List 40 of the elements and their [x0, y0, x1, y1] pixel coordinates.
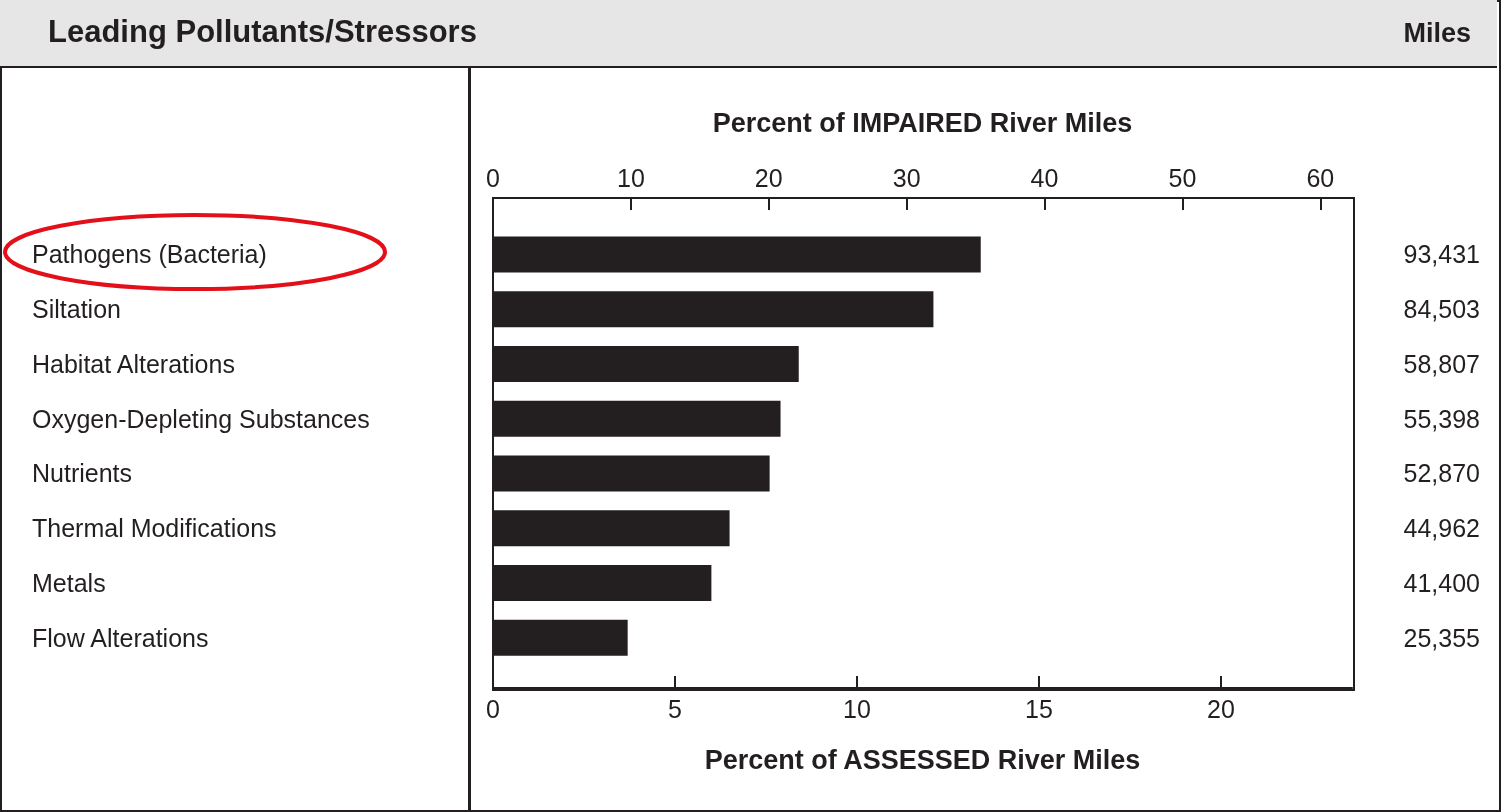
- text: 44,962: [1403, 514, 1480, 543]
- x2-tick-label: 0: [486, 163, 500, 192]
- bar: [493, 619, 628, 656]
- x2-tick-label: 30: [892, 163, 921, 192]
- x-tick-label: 5: [668, 694, 682, 723]
- text: 55,398: [1403, 404, 1480, 433]
- x2-tick-label: 50: [1168, 163, 1197, 192]
- bar: [493, 455, 770, 492]
- x-tick-label: 0: [486, 694, 500, 723]
- bar: [493, 400, 781, 437]
- x2-tick-label: 40: [1030, 163, 1059, 192]
- text: 58,807: [1403, 349, 1480, 378]
- bar: [493, 564, 712, 601]
- x2-tick-label: 10: [616, 163, 645, 192]
- y-tick-label: Habitat Alterations: [32, 349, 235, 378]
- y-tick-label: Siltation: [32, 295, 121, 324]
- bar: [493, 291, 934, 328]
- text: 84,503: [1403, 295, 1480, 324]
- x2-axis-title: Percent of IMPAIRED River Miles: [712, 107, 1133, 138]
- bar: [493, 345, 799, 382]
- x-tick-label: 10: [843, 694, 871, 723]
- text: 52,870: [1403, 459, 1480, 488]
- chart-title: Leading Pollutants/Stressors: [48, 14, 477, 50]
- text: 93,431: [1403, 240, 1480, 269]
- x-tick-label: 20: [1207, 694, 1235, 723]
- bar: [493, 510, 730, 547]
- text: 41,400: [1403, 568, 1480, 597]
- y-tick-label: Flow Alterations: [32, 623, 209, 652]
- y-tick-label: Pathogens (Bacteria): [32, 240, 267, 269]
- bar: [493, 236, 981, 273]
- text: Miles: [1403, 18, 1471, 49]
- y-tick-label: Oxygen-Depleting Substances: [32, 404, 370, 433]
- x-tick-label: 15: [1025, 694, 1053, 723]
- y-tick-label: Metals: [32, 568, 106, 597]
- y-tick-label: Nutrients: [32, 459, 133, 488]
- y-tick-label: Thermal Modifications: [32, 514, 277, 543]
- x2-tick-label: 60: [1306, 163, 1335, 192]
- x2-tick-label: 20: [754, 163, 783, 192]
- x-axis-title: Percent of ASSESSED River Miles: [704, 744, 1141, 775]
- text: 25,355: [1403, 623, 1480, 652]
